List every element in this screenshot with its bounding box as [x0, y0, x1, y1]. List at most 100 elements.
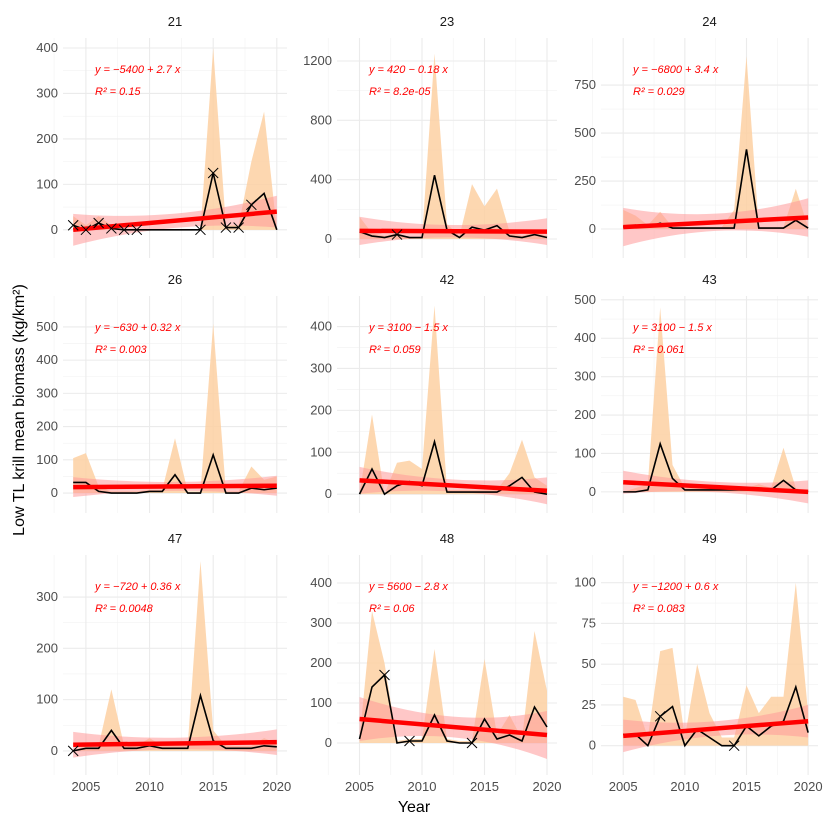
x-tick-label: 2010: [135, 779, 164, 794]
zero-sample-marker: [93, 217, 104, 229]
y-tick-label: 100: [310, 444, 332, 459]
panel-title: 43: [702, 272, 716, 287]
y-tick-label: 400: [310, 319, 332, 334]
trend-line: [73, 739, 277, 747]
y-tick-label: 750: [574, 77, 596, 92]
x-tick-label: 2015: [199, 779, 228, 794]
zero-sample-marker: [195, 224, 206, 236]
mean-line: [73, 452, 277, 494]
y-tick-label: 100: [36, 452, 58, 467]
trend-line: [359, 716, 548, 738]
regression-equation: y = −630 + 0.32 x: [94, 322, 181, 334]
r-squared-label: R² = 0.003: [95, 344, 148, 356]
panel-23: 23 0 400 800 1200 y = 420 − 0.18 x R² = 8.2e-0…: [303, 14, 557, 258]
zero-sample-marker: [466, 737, 478, 749]
zero-sample-marker: [404, 735, 415, 747]
range-ribbon: [623, 582, 809, 746]
r-squared-label: R² = 0.029: [633, 86, 685, 98]
x-tick-label: 2010: [408, 779, 437, 794]
y-tick-label: 200: [310, 402, 332, 417]
trend-line: [359, 478, 548, 494]
regression-equation: y = 3100 − 1.5 x: [368, 322, 448, 334]
y-axis-title: Low TL krill mean biomass (kg/km²): [11, 284, 28, 536]
r-squared-label: R² = 0.0048: [95, 603, 154, 615]
y-tick-label: 0: [51, 222, 58, 237]
zero-sample-marker: [118, 224, 130, 236]
regression-equation: y = −1200 + 0.6 x: [632, 581, 719, 593]
r-squared-label: R² = 0.15: [95, 86, 141, 98]
x-tick-label: 2020: [262, 779, 291, 794]
y-tick-label: 400: [310, 575, 332, 590]
trend-line: [623, 718, 809, 739]
panel-title: 42: [440, 272, 454, 287]
y-tick-label: 400: [574, 330, 596, 345]
mean-line: [359, 175, 548, 239]
x-tick-label: 2015: [732, 779, 761, 794]
x-tick-label: 2010: [670, 779, 699, 794]
zero-sample-marker: [220, 222, 232, 233]
y-tick-label: 75: [582, 615, 596, 630]
y-tick-label: 50: [582, 656, 596, 671]
panel-title: 49: [702, 531, 716, 546]
r-squared-label: R² = 0.083: [633, 603, 686, 615]
trend-line: [359, 228, 548, 234]
zero-sample-marker: [207, 167, 219, 179]
r-squared-label: R² = 8.2e-05: [369, 86, 431, 98]
mean-line: [73, 692, 277, 752]
range-ribbon: [623, 307, 809, 492]
regression-equation: y = 420 − 0.18 x: [368, 64, 448, 76]
y-tick-label: 0: [589, 738, 596, 753]
y-tick-label: 300: [36, 385, 58, 400]
zero-sample-marker: [391, 229, 403, 240]
panel-title: 24: [702, 14, 716, 29]
y-tick-label: 100: [574, 575, 596, 590]
zero-sample-marker: [728, 740, 740, 752]
zero-sample-marker: [67, 745, 79, 757]
panel-26: 26 0 100 200 300 400 500 y = −630 + 0.32 x R² = …: [36, 272, 287, 513]
y-tick-label: 200: [310, 655, 332, 670]
y-tick-label: 200: [36, 419, 58, 434]
mean-line: [358, 673, 548, 744]
y-tick-label: 400: [36, 40, 58, 55]
y-tick-label: 100: [36, 176, 58, 191]
x-tick-label: 2005: [71, 779, 100, 794]
x-tick-label: 2015: [470, 779, 499, 794]
trend-line: [72, 209, 278, 233]
panel-title: 23: [440, 14, 454, 29]
panel-21: 21 0 100 200 300 400 y = −5400 + 2.7 x R² = 0.1…: [36, 14, 287, 258]
x-tick-label: 2005: [345, 779, 374, 794]
y-tick-label: 300: [310, 615, 332, 630]
y-tick-label: 800: [310, 112, 332, 127]
panel-49: 49 0 25 50 75 100 2005 2010 2015 2020 y = −1200 + …: [574, 531, 822, 794]
x-tick-label: 2005: [609, 779, 638, 794]
panel-42: 42 0 100 200 300 400 y = 3100 − 1.5 x R² = 0.05…: [310, 272, 557, 513]
zero-sample-marker: [106, 223, 117, 234]
y-tick-label: 300: [310, 360, 332, 375]
y-tick-label: 0: [325, 231, 332, 246]
r-squared-label: R² = 0.059: [369, 344, 421, 356]
y-tick-label: 200: [36, 131, 58, 146]
y-tick-label: 0: [51, 743, 58, 758]
y-tick-label: 0: [325, 735, 332, 750]
panel-24: 24 0 250 500 750 y = −6800 + 3.4 x R² = 0.029: [574, 14, 818, 258]
regression-equation: y = −6800 + 3.4 x: [632, 64, 719, 76]
panel-title: 26: [168, 272, 182, 287]
panel-43: 43 0 100 200 300 400 500 y = 3100 − 1.5 x R² = 0…: [574, 272, 818, 513]
y-tick-label: 200: [574, 407, 596, 422]
trend-line: [623, 480, 809, 495]
r-squared-label: R² = 0.06: [369, 603, 415, 615]
mean-line: [358, 438, 548, 496]
y-tick-label: 100: [36, 692, 58, 707]
y-tick-label: 250: [574, 173, 596, 188]
range-ribbon: [73, 323, 277, 494]
y-tick-label: 500: [574, 292, 596, 307]
regression-equation: y = 5600 − 2.8 x: [368, 581, 448, 593]
y-tick-label: 100: [310, 695, 332, 710]
y-tick-label: 0: [325, 486, 332, 501]
trend-line: [623, 215, 809, 230]
r-squared-label: R² = 0.061: [633, 344, 685, 356]
y-tick-label: 100: [574, 445, 596, 460]
regression-equation: y = −5400 + 2.7 x: [94, 64, 181, 76]
zero-sample-marker: [131, 224, 143, 236]
